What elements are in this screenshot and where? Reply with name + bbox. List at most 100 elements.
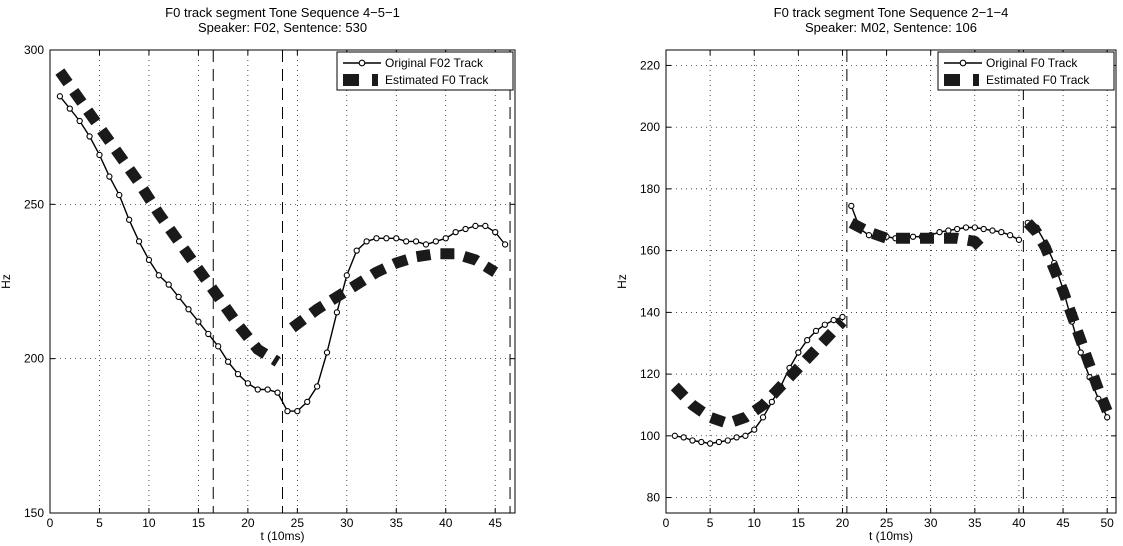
original-track-point xyxy=(67,106,72,111)
original-track-point xyxy=(156,273,161,278)
x-axis-label: t (10ms) xyxy=(869,529,913,543)
x-tick-label: 0 xyxy=(47,516,54,530)
x-tick-label: 25 xyxy=(880,516,894,530)
legend-label: Estimated F0 Track xyxy=(385,73,489,87)
original-track-point xyxy=(699,439,704,444)
original-track-point xyxy=(364,239,369,244)
original-track-point xyxy=(681,435,686,440)
y-axis-label: Hz xyxy=(0,274,13,289)
original-track-point xyxy=(734,435,739,440)
x-tick-label: 0 xyxy=(663,516,670,530)
original-track-point xyxy=(127,217,132,222)
y-tick-label: 120 xyxy=(640,367,660,381)
original-track-point xyxy=(473,223,478,228)
original-track-point xyxy=(404,239,409,244)
legend: Original F02 Track Estimated F0 Track xyxy=(337,52,513,90)
original-track-point xyxy=(1078,350,1083,355)
original-track-point xyxy=(334,310,339,315)
original-track-point xyxy=(769,399,774,404)
original-track-point xyxy=(813,328,818,333)
original-track-point xyxy=(394,236,399,241)
original-track-point xyxy=(503,242,508,247)
original-track-point xyxy=(216,344,221,349)
original-track-point xyxy=(796,350,801,355)
original-track-point xyxy=(805,338,810,343)
original-track-point xyxy=(493,230,498,235)
legend-swatch-dash xyxy=(372,74,378,86)
original-track-point xyxy=(822,322,827,327)
original-track-point xyxy=(433,239,438,244)
x-tick-label: 40 xyxy=(1012,516,1026,530)
legend-label: Original F02 Track xyxy=(385,56,484,70)
original-track-point xyxy=(315,384,320,389)
legend-swatch-dash xyxy=(944,74,960,86)
chart-title: F0 track segment Tone Sequence 4−5−1 xyxy=(165,5,400,20)
original-track-point xyxy=(245,381,250,386)
original-track-point xyxy=(413,239,418,244)
original-track-point xyxy=(955,226,960,231)
y-tick-label: 200 xyxy=(24,352,44,366)
x-tick-label: 15 xyxy=(192,516,206,530)
original-track-point xyxy=(752,427,757,432)
original-track-point xyxy=(708,441,713,446)
original-track-point xyxy=(57,94,62,99)
original-track-point xyxy=(1016,237,1021,242)
chart-subtitle: Speaker: F02, Sentence: 530 xyxy=(198,20,367,35)
original-track-point xyxy=(235,372,240,377)
original-track-point xyxy=(453,230,458,235)
original-track-point xyxy=(117,192,122,197)
y-tick-label: 140 xyxy=(640,305,660,319)
original-track-point xyxy=(77,118,82,123)
x-tick-label: 50 xyxy=(1100,516,1114,530)
original-track-point xyxy=(255,387,260,392)
y-tick-label: 100 xyxy=(640,429,660,443)
original-track-point xyxy=(384,236,389,241)
original-track-point xyxy=(946,228,951,233)
y-tick-label: 200 xyxy=(640,120,660,134)
x-tick-label: 15 xyxy=(792,516,806,530)
original-track-point xyxy=(690,438,695,443)
original-track-point xyxy=(146,257,151,262)
original-track-point xyxy=(324,350,329,355)
original-track-point xyxy=(305,399,310,404)
x-tick-label: 45 xyxy=(1056,516,1070,530)
original-track-point xyxy=(354,248,359,253)
x-tick-label: 20 xyxy=(241,516,255,530)
original-track-point xyxy=(186,307,191,312)
x-tick-label: 10 xyxy=(142,516,156,530)
x-axis-label: t (10ms) xyxy=(260,529,304,543)
y-axis-label: Hz xyxy=(615,274,629,289)
legend-swatch-marker xyxy=(960,60,966,66)
original-track-point xyxy=(265,387,270,392)
original-track-point xyxy=(344,273,349,278)
original-track-point xyxy=(463,226,468,231)
original-track-point xyxy=(990,228,995,233)
original-track-point xyxy=(97,152,102,157)
y-tick-label: 160 xyxy=(640,244,660,258)
original-track-point xyxy=(725,438,730,443)
y-tick-label: 220 xyxy=(640,58,660,72)
original-track-point xyxy=(716,439,721,444)
original-track-point xyxy=(672,433,677,438)
original-track-point xyxy=(849,203,854,208)
original-track-point xyxy=(423,242,428,247)
x-tick-label: 25 xyxy=(291,516,305,530)
original-track-point xyxy=(760,415,765,420)
x-tick-label: 35 xyxy=(390,516,404,530)
original-track-point xyxy=(275,390,280,395)
original-track-point xyxy=(374,236,379,241)
y-tick-label: 250 xyxy=(24,197,44,211)
original-track-point xyxy=(295,409,300,414)
chart-subtitle: Speaker: M02, Sentence: 106 xyxy=(805,20,977,35)
chart-panel-right: F0 track segment Tone Sequence 2−1−4Spea… xyxy=(615,5,1116,543)
x-tick-label: 40 xyxy=(439,516,453,530)
original-track-point xyxy=(981,226,986,231)
x-tick-label: 5 xyxy=(707,516,714,530)
x-tick-label: 45 xyxy=(489,516,503,530)
original-track-point xyxy=(937,230,942,235)
original-track-point xyxy=(866,233,871,238)
original-track-point xyxy=(1008,233,1013,238)
original-track-point xyxy=(840,314,845,319)
chart-panel-left: F0 track segment Tone Sequence 4−5−1Spea… xyxy=(0,5,515,543)
legend-label: Original F0 Track xyxy=(986,56,1078,70)
